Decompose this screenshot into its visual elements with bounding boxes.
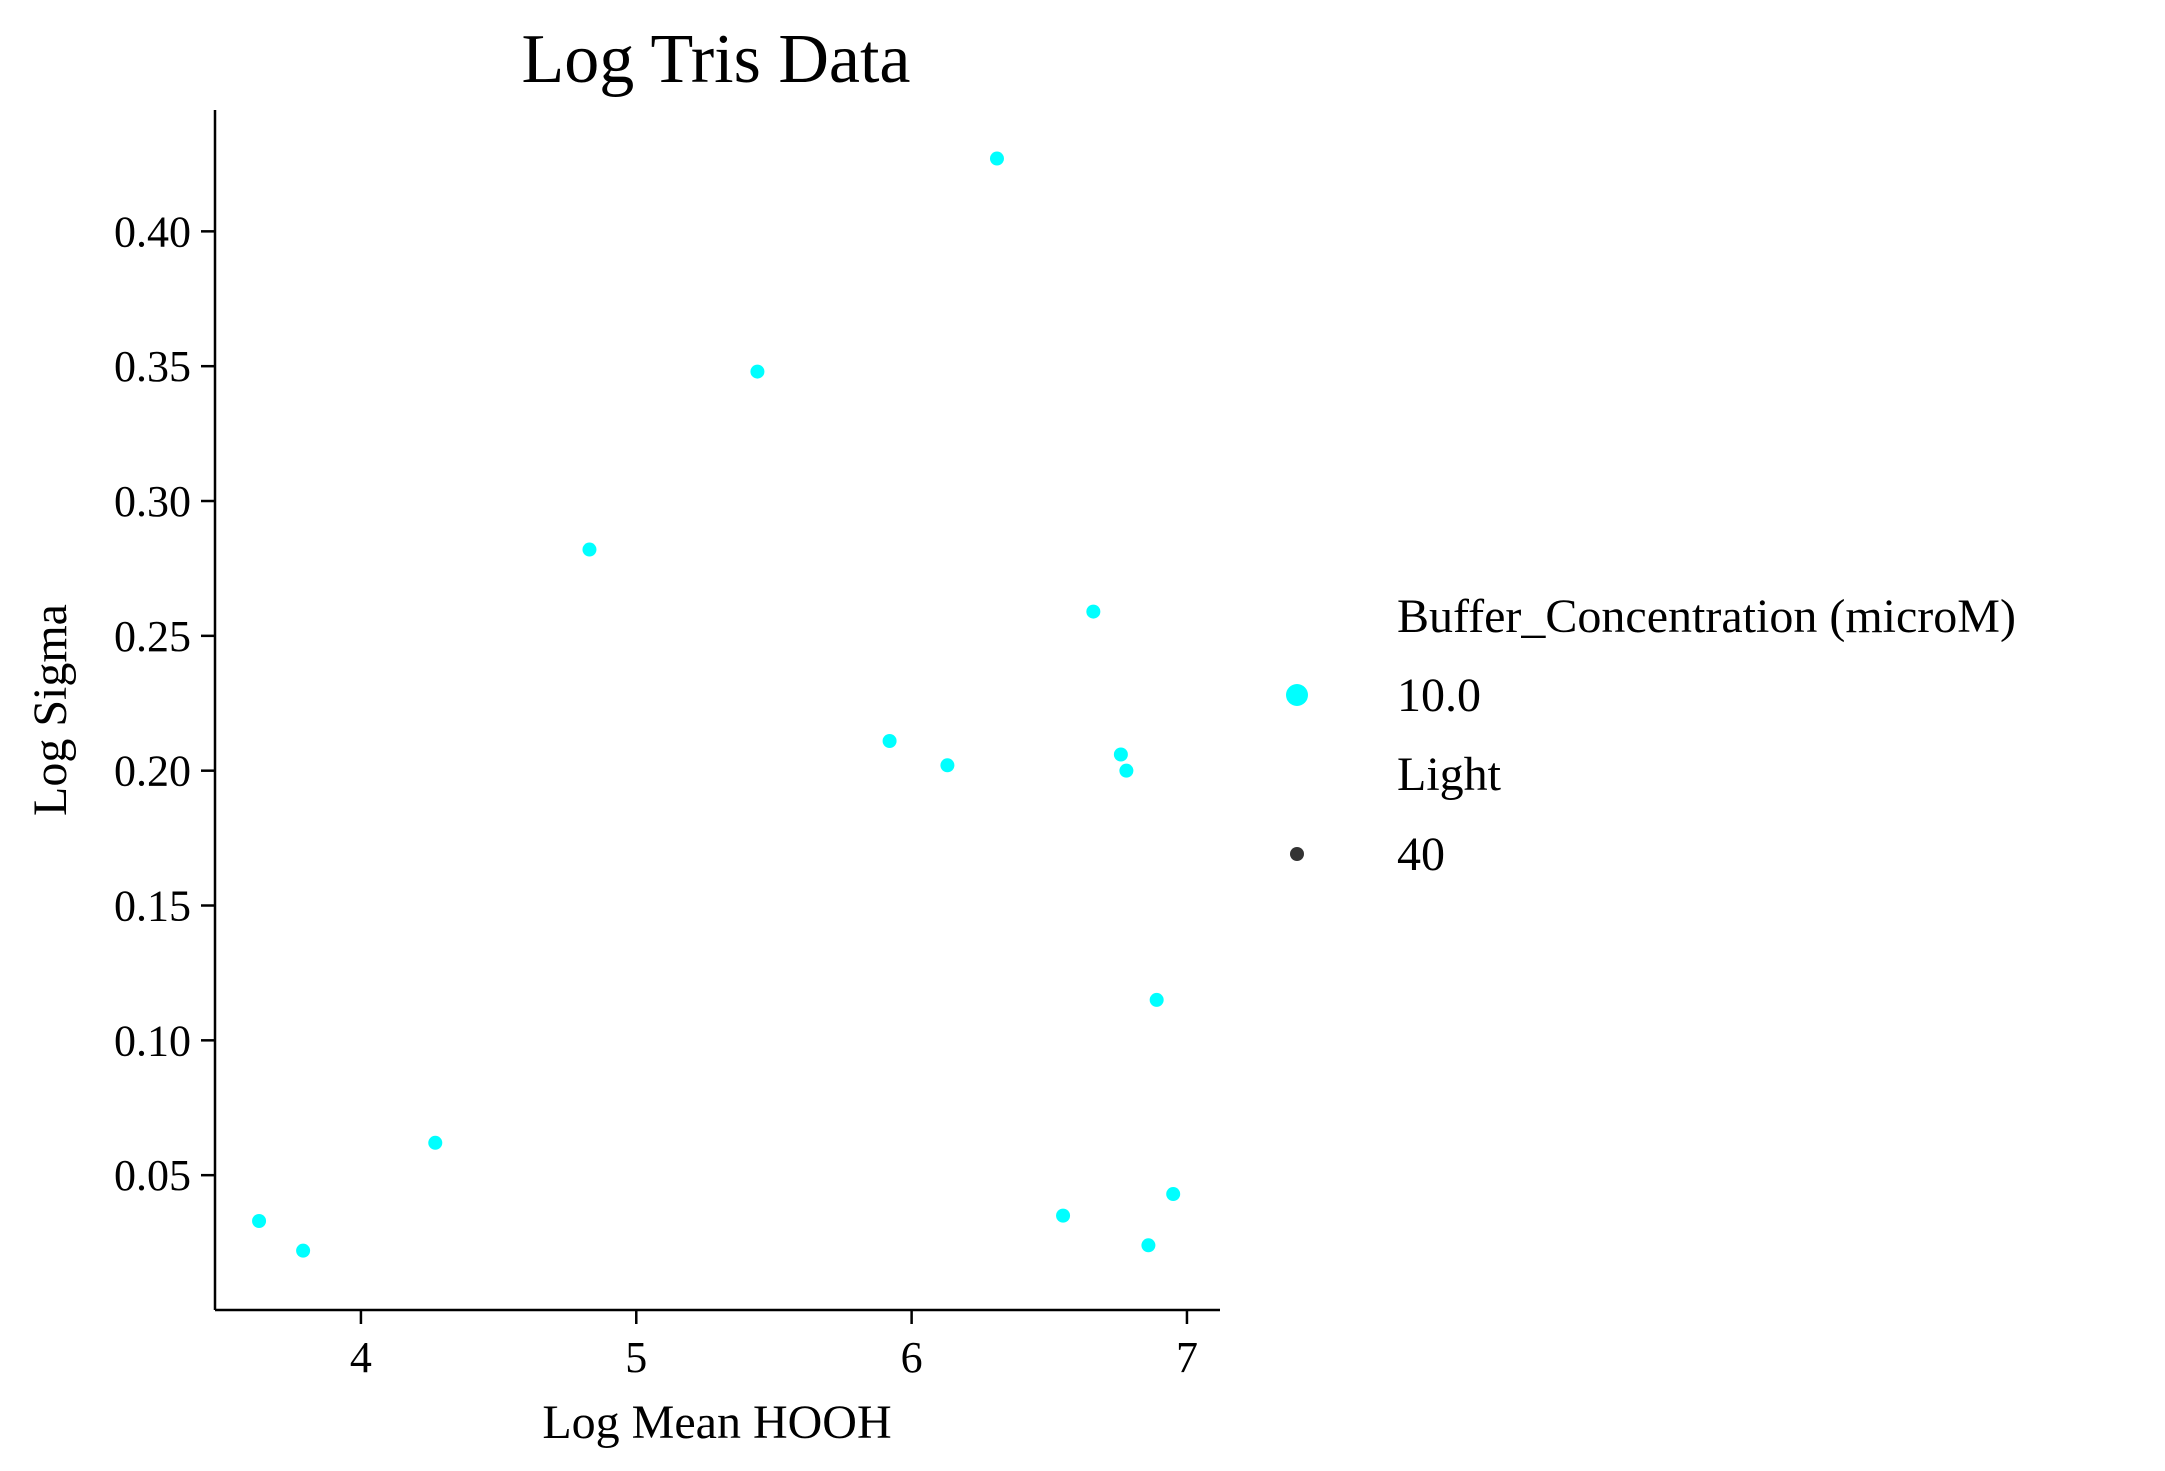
y-tick-label-1: 0.10 — [114, 1016, 191, 1065]
legend-label-light-40: 40 — [1397, 828, 1445, 881]
x-tick-label-0: 4 — [350, 1333, 372, 1382]
x-tick-label-3: 7 — [1176, 1333, 1198, 1382]
y-tick-label-7: 0.40 — [114, 207, 191, 256]
data-point-0-1 — [296, 1243, 311, 1258]
y-tick-label-6: 0.35 — [114, 342, 191, 391]
y-axis-label: Log Sigma — [24, 604, 77, 816]
data-point-0-5 — [882, 734, 897, 749]
y-tick-label-4: 0.25 — [114, 612, 191, 661]
data-point-0-4 — [750, 364, 765, 379]
y-tick-label-5: 0.30 — [114, 477, 191, 526]
y-tick-label-0: 0.05 — [114, 1151, 191, 1200]
data-point-0-11 — [1119, 763, 1134, 778]
x-tick-label-1: 5 — [625, 1333, 647, 1382]
data-point-0-0 — [252, 1214, 267, 1229]
data-point-0-3 — [582, 542, 597, 557]
data-point-0-8 — [1056, 1208, 1071, 1223]
x-axis-ticks: 4 5 6 7 — [350, 1310, 1198, 1382]
legend-label-buffer-10: 10.0 — [1397, 669, 1481, 722]
data-point-0-13 — [1149, 992, 1164, 1007]
legend-marker-light-40 — [1290, 847, 1304, 861]
data-point-0-2 — [428, 1135, 443, 1150]
data-point-0-7 — [989, 151, 1004, 166]
chart-title: Log Tris Data — [522, 21, 911, 98]
data-point-0-6 — [940, 758, 955, 773]
y-tick-label-2: 0.15 — [114, 882, 191, 931]
data-point-0-9 — [1086, 604, 1101, 619]
data-point-0-10 — [1113, 747, 1128, 762]
legend-title-light: Light — [1397, 748, 1502, 801]
y-tick-label-3: 0.20 — [114, 747, 191, 796]
legend: Buffer_Concentration (microM) 10.0 Light… — [1286, 590, 2016, 881]
data-point-0-14 — [1166, 1187, 1181, 1202]
legend-title-buffer: Buffer_Concentration (microM) — [1397, 590, 2016, 643]
legend-marker-buffer-10 — [1286, 684, 1308, 706]
y-axis-ticks: 0.05 0.10 0.15 0.20 0.25 0.30 0.35 0.40 — [114, 207, 215, 1200]
plot-points — [252, 151, 1181, 1258]
x-tick-label-2: 6 — [901, 1333, 923, 1382]
x-axis-label: Log Mean HOOH — [542, 1396, 891, 1449]
data-point-0-12 — [1141, 1238, 1156, 1253]
